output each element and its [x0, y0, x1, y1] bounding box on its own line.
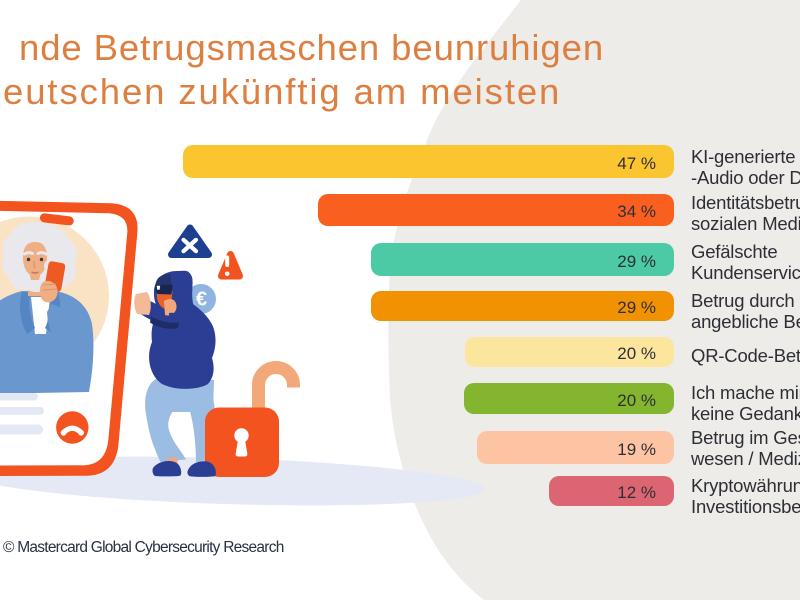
svg-text:€: € [196, 289, 207, 311]
